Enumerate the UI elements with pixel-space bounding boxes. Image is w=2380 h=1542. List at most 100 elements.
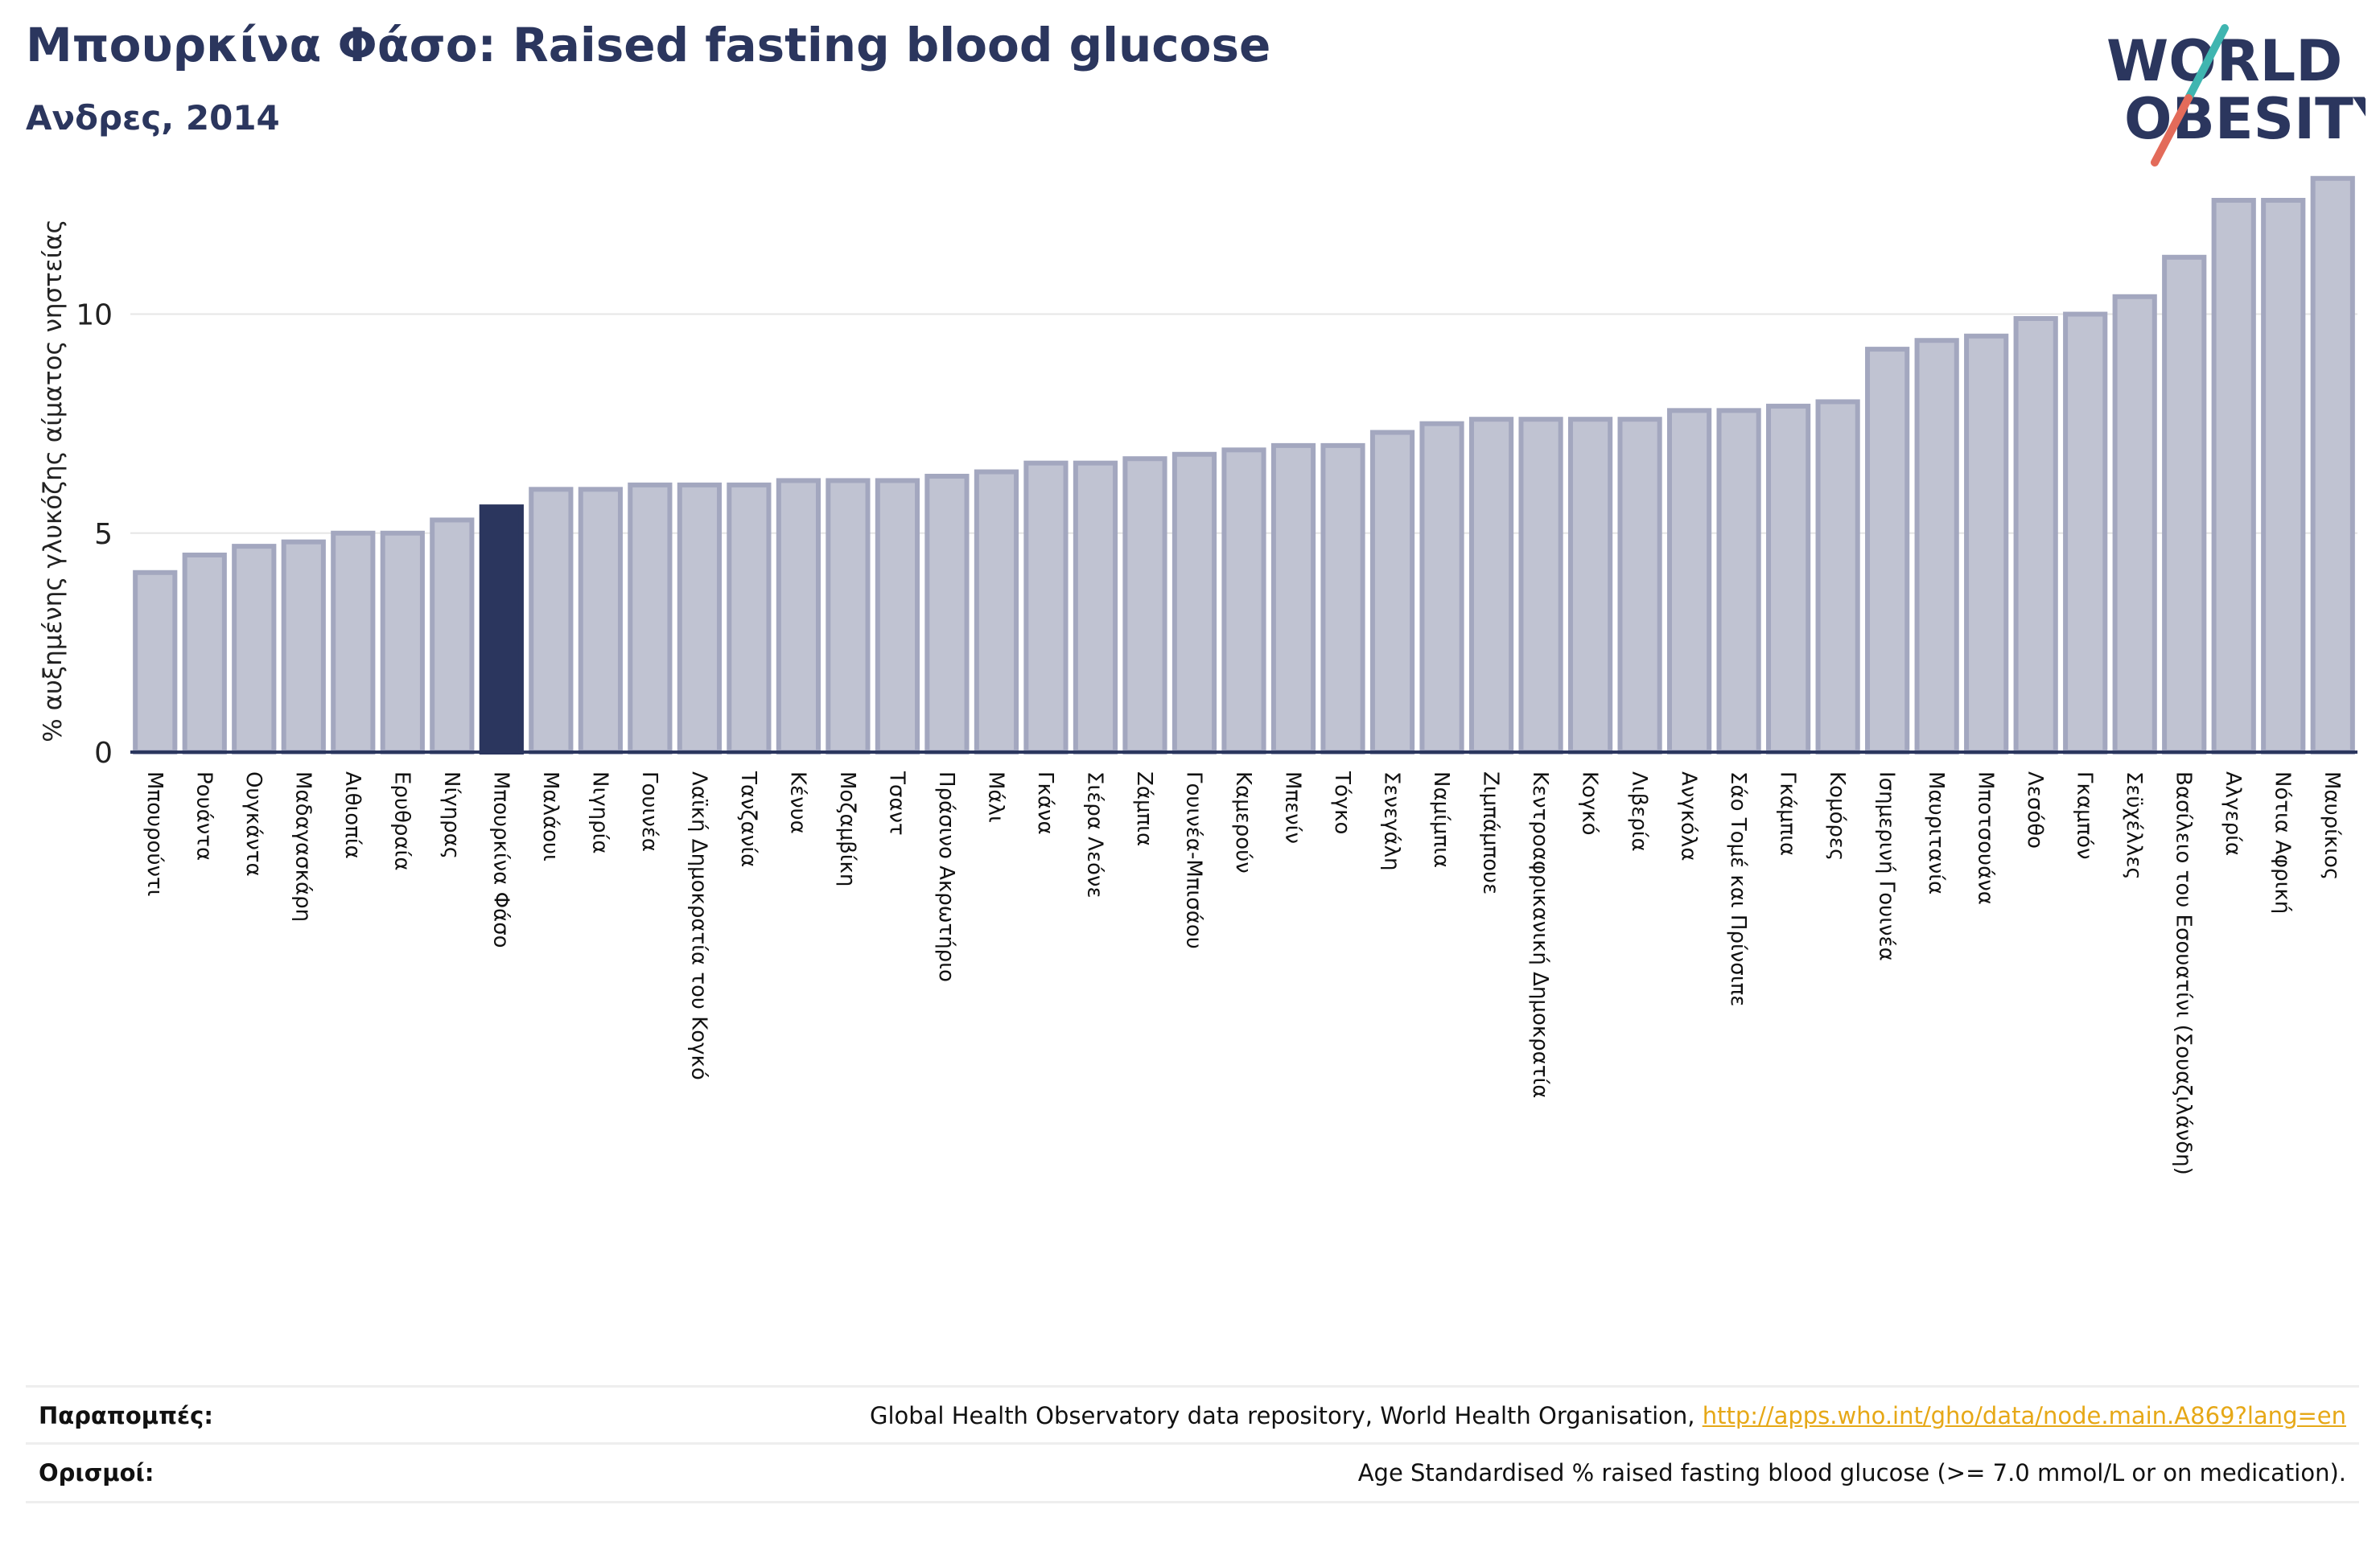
bar xyxy=(628,482,673,755)
x-tick-label: Ναμίμπια xyxy=(1429,771,1453,868)
x-tick-label: Σάο Τομέ και Πρίνσιπε xyxy=(1726,771,1750,1006)
x-tick-label: Γκάμπια xyxy=(1776,771,1800,856)
bar xyxy=(1369,430,1415,755)
bar xyxy=(1617,417,1662,755)
bar xyxy=(1023,460,1069,755)
x-tick-label: Μάλι xyxy=(983,771,1007,823)
bar xyxy=(677,482,722,755)
x-tick-label: Μπουρκίνα Φάσο xyxy=(488,771,513,948)
x-tick-label: Τόγκο xyxy=(1330,771,1354,834)
x-tick-label: Μαλάουι xyxy=(538,771,562,861)
x-tick-label: Μαυρίκιος xyxy=(2320,771,2344,880)
y-tick-label: 10 xyxy=(76,299,113,332)
bar xyxy=(2063,311,2108,755)
x-tick-label: Ζάμπια xyxy=(1132,771,1156,846)
y-tick-label: 0 xyxy=(94,737,113,770)
bar xyxy=(2261,198,2306,755)
definitions-value: Age Standardised % raised fasting blood … xyxy=(1357,1459,2346,1486)
x-tick-label: Μπενίν xyxy=(1281,771,1305,844)
x-tick-label: Ανγκόλα xyxy=(1677,771,1701,861)
bar xyxy=(2211,198,2256,755)
bar xyxy=(1964,333,2009,755)
world-obesity-logo: WORLD OBESITY xyxy=(2106,24,2366,167)
bar xyxy=(1122,456,1167,755)
x-tick-label: Λεσόθο xyxy=(2023,771,2047,849)
bar xyxy=(1073,460,1118,755)
x-tick-label: Μαδαγασκάρη xyxy=(290,771,315,922)
x-tick-label: Αιθιοπία xyxy=(340,771,364,859)
bar xyxy=(1815,399,1860,755)
bar xyxy=(281,539,326,755)
x-tick-label: Ερυθραία xyxy=(389,771,414,870)
x-tick-label: Γκάνα xyxy=(1033,771,1057,835)
x-tick-label: Κεντροαφρικανική Δημοκρατία xyxy=(1528,771,1552,1098)
x-tick-label: Τσαντ xyxy=(884,771,908,836)
bar xyxy=(1221,447,1266,755)
x-tick-label: Γκαμπόν xyxy=(2073,771,2097,860)
logo-line-world: WORLD xyxy=(2106,28,2342,94)
x-tick-label: Πράσινο Ακρωτήριο xyxy=(934,771,958,982)
bar xyxy=(875,478,920,755)
bar xyxy=(133,570,178,755)
bar xyxy=(1468,417,1514,755)
x-tick-label: Ρουάντα xyxy=(191,771,216,861)
x-tick-label: Κογκό xyxy=(1578,771,1602,836)
logo-slash-top xyxy=(2184,24,2229,102)
x-tick-label: Μοζαμβίκη xyxy=(835,771,859,886)
bar xyxy=(2112,294,2157,755)
x-tick-label: Κομόρες xyxy=(1825,771,1849,861)
bar xyxy=(924,474,970,755)
bar xyxy=(331,530,376,755)
bar-highlight xyxy=(479,504,524,755)
bar xyxy=(1716,408,1761,755)
bar xyxy=(2013,316,2058,755)
x-tick-label: Νότια Αφρική xyxy=(2271,771,2295,914)
x-tick-label: Βασίλειο του Εσουατίνι (Σουαζιλάνδη) xyxy=(2172,771,2196,1175)
bar xyxy=(1666,408,1712,755)
bar xyxy=(1914,338,1959,755)
bar xyxy=(1766,403,1811,755)
page-subtitle: Ανδρες, 2014 xyxy=(26,98,280,138)
bar xyxy=(232,544,277,755)
x-tick-label: Αλγερία xyxy=(2221,771,2245,856)
footer-references-row: Παραπομπές: Global Health Observatory da… xyxy=(26,1385,2359,1444)
x-tick-label: Μποτσουάνα xyxy=(1974,771,1998,905)
y-tick-label: 5 xyxy=(94,518,113,551)
bar xyxy=(727,482,772,755)
bar xyxy=(1419,421,1464,755)
bar xyxy=(974,469,1019,755)
x-tick-label: Λιβερία xyxy=(1627,771,1651,852)
references-value: Global Health Observatory data repositor… xyxy=(870,1402,2359,1429)
x-tick-label: Σεϋχέλλες xyxy=(2122,771,2146,880)
bar xyxy=(1171,451,1217,755)
x-tick-label: Νιγηρία xyxy=(587,771,611,854)
page-title: Μπουρκίνα Φάσο: Raised fasting blood glu… xyxy=(26,18,1271,72)
y-axis-label: % αυξημένης γλυκόζης αίματος νηστείας xyxy=(39,219,68,742)
x-tick-label: Μπουρούντι xyxy=(142,771,167,896)
bar xyxy=(1518,417,1563,755)
footer-definitions-row: Ορισμοί: Age Standardised % raised fasti… xyxy=(26,1442,2359,1503)
bar xyxy=(1567,417,1613,755)
x-tick-label: Ισημερινή Γουινέα xyxy=(1875,771,1899,961)
x-tick-label: Γουινέα-Μπισάου xyxy=(1181,771,1205,949)
x-tick-label: Νίγηρας xyxy=(439,771,463,859)
logo-slash-bottom xyxy=(2151,94,2193,167)
x-tick-label: Κένυα xyxy=(785,771,809,834)
bar xyxy=(776,478,821,755)
bar xyxy=(1320,442,1365,755)
bar xyxy=(2310,175,2355,755)
references-link[interactable]: http://apps.who.int/gho/data/node.main.A… xyxy=(1702,1402,2346,1429)
bar xyxy=(1270,442,1316,755)
definitions-label: Ορισμοί: xyxy=(39,1459,154,1486)
bar xyxy=(2162,254,2207,755)
x-tick-label: Σιέρα Λεόνε xyxy=(1082,771,1106,898)
x-tick-label: Ουγκάντα xyxy=(241,771,266,877)
bar xyxy=(380,530,425,755)
x-tick-label: Μαυριτανία xyxy=(1924,771,1948,894)
x-tick-label: Τανζανία xyxy=(736,771,760,867)
x-tick-label: Λαϊκή Δημοκρατία του Κογκό xyxy=(686,771,710,1080)
bar xyxy=(182,553,227,755)
bar xyxy=(578,487,623,755)
bar xyxy=(826,478,871,755)
references-label: Παραπομπές: xyxy=(39,1402,213,1429)
